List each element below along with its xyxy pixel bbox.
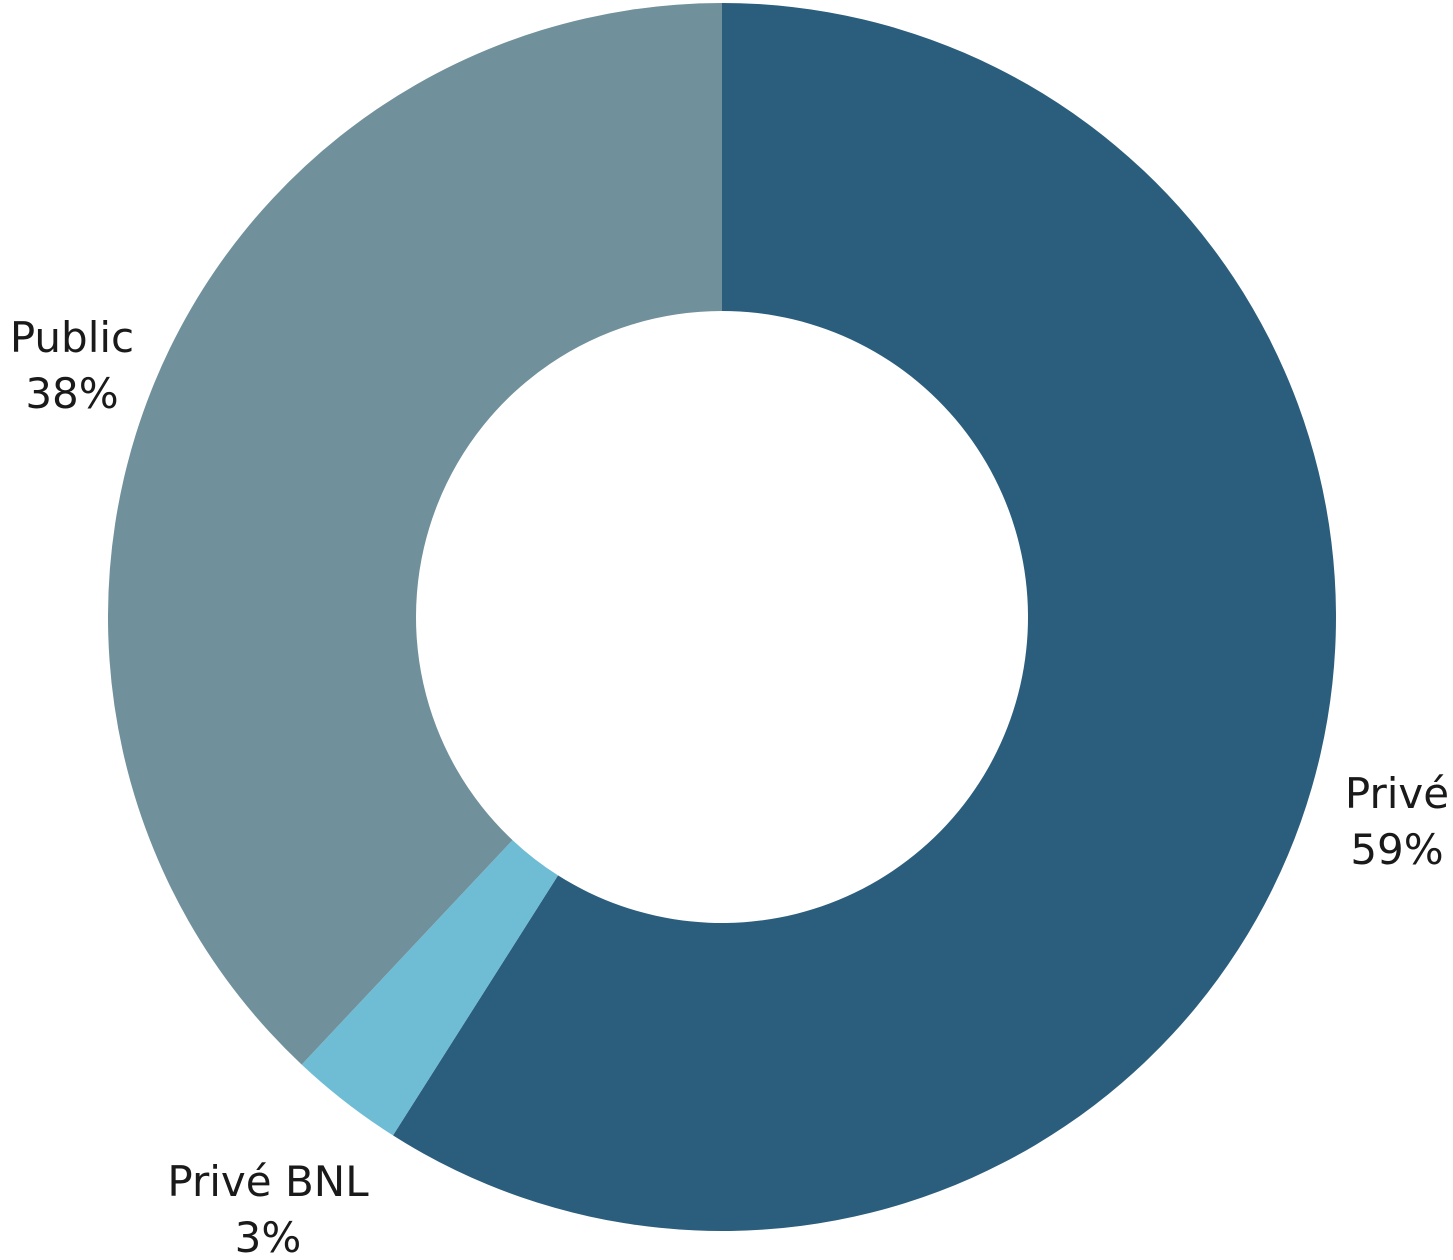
slice-value-label: 38% xyxy=(25,369,118,418)
slices-layer xyxy=(107,3,1337,1232)
slice-value-label: 59% xyxy=(1350,825,1443,874)
slice-name-label: Privé xyxy=(1345,769,1449,818)
slice-name-label: Privé BNL xyxy=(167,1157,369,1206)
slice-public xyxy=(107,3,723,1065)
labels-layer: Privé 59% Privé BNL 3% Public 38% xyxy=(10,313,1449,1260)
slice-name-label: Public xyxy=(10,313,134,362)
slice-value-label: 3% xyxy=(235,1213,302,1260)
slice-priv- xyxy=(393,3,1337,1232)
slice-priv-bnl xyxy=(301,840,559,1136)
